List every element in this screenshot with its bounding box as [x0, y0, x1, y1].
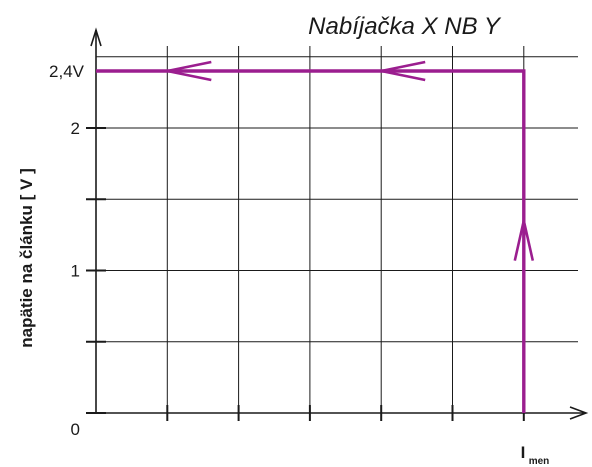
y-tick-label: 1: [71, 262, 80, 281]
y-axis-label: napätie na článku [ V ]: [17, 168, 36, 348]
series-arrowhead: [380, 60, 426, 82]
series-arrowhead: [513, 220, 535, 261]
grid: [96, 46, 578, 413]
axes: [90, 27, 589, 420]
series: [96, 60, 535, 413]
ticks: 0 1 2 2,4V: [49, 62, 525, 439]
x-axis-label-main: I: [521, 443, 526, 462]
y-axis-arrow: [90, 27, 102, 47]
y-tick-label: 2: [71, 119, 80, 138]
series-line: [96, 69, 526, 413]
x-axis-arrow: [569, 406, 589, 420]
series-arrowhead: [167, 60, 212, 82]
chart-title: Nabíjačka X NB Y: [308, 13, 502, 40]
y-tick-label: 0: [71, 420, 80, 439]
y-tick-label: 2,4V: [49, 62, 85, 81]
x-axis-label: I men: [521, 443, 550, 467]
x-axis-label-subscript: men: [529, 456, 550, 467]
